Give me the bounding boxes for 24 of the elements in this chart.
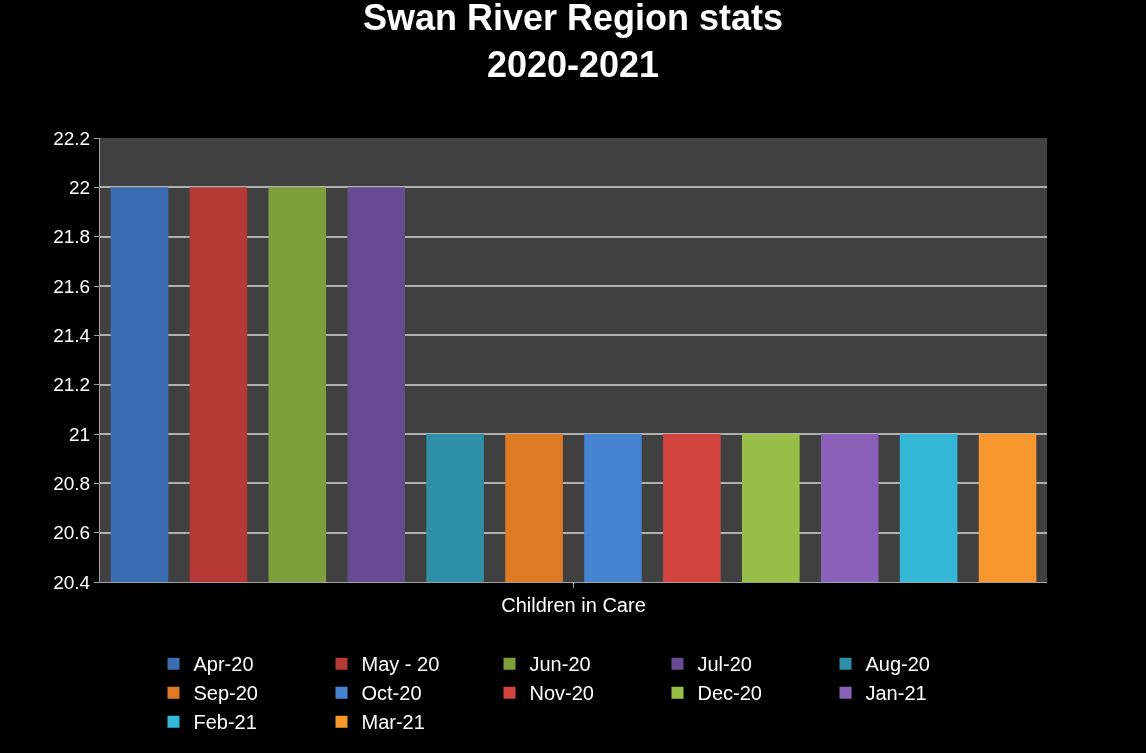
y-tick-label: 20.8 [53, 472, 91, 494]
legend-label: Oct-20 [361, 682, 422, 705]
legend-label: Nov-20 [529, 682, 594, 705]
y-tick-label: 21.8 [53, 226, 91, 248]
legend-label: Feb-21 [193, 711, 257, 734]
y-tick-label: 21.2 [53, 374, 91, 396]
y-tick-label: 22 [69, 176, 91, 198]
legend-label: Sep-20 [193, 682, 258, 705]
x-tick-label: Children in Care [501, 594, 646, 616]
legend-label: Dec-20 [697, 682, 762, 705]
legend-label: Jul-20 [697, 653, 752, 676]
legend-label: Apr-20 [193, 653, 254, 676]
chart-title: Swan River Region stats 2020-2021 [362, 0, 784, 85]
y-tick-label: 21.4 [53, 324, 91, 346]
legend-label: Jan-21 [865, 682, 927, 705]
y-tick-label: 20.4 [53, 571, 91, 593]
y-tick-label: 21 [69, 423, 91, 445]
legend-label: May - 20 [361, 653, 440, 676]
legend-label: Jun-20 [529, 653, 591, 676]
y-tick-label: 21.6 [53, 275, 91, 297]
y-tick-label: 20.6 [53, 522, 91, 544]
legend-label: Mar-21 [361, 711, 425, 734]
y-tick-label: 22.2 [53, 127, 91, 149]
legend-label: Aug-20 [865, 653, 930, 676]
